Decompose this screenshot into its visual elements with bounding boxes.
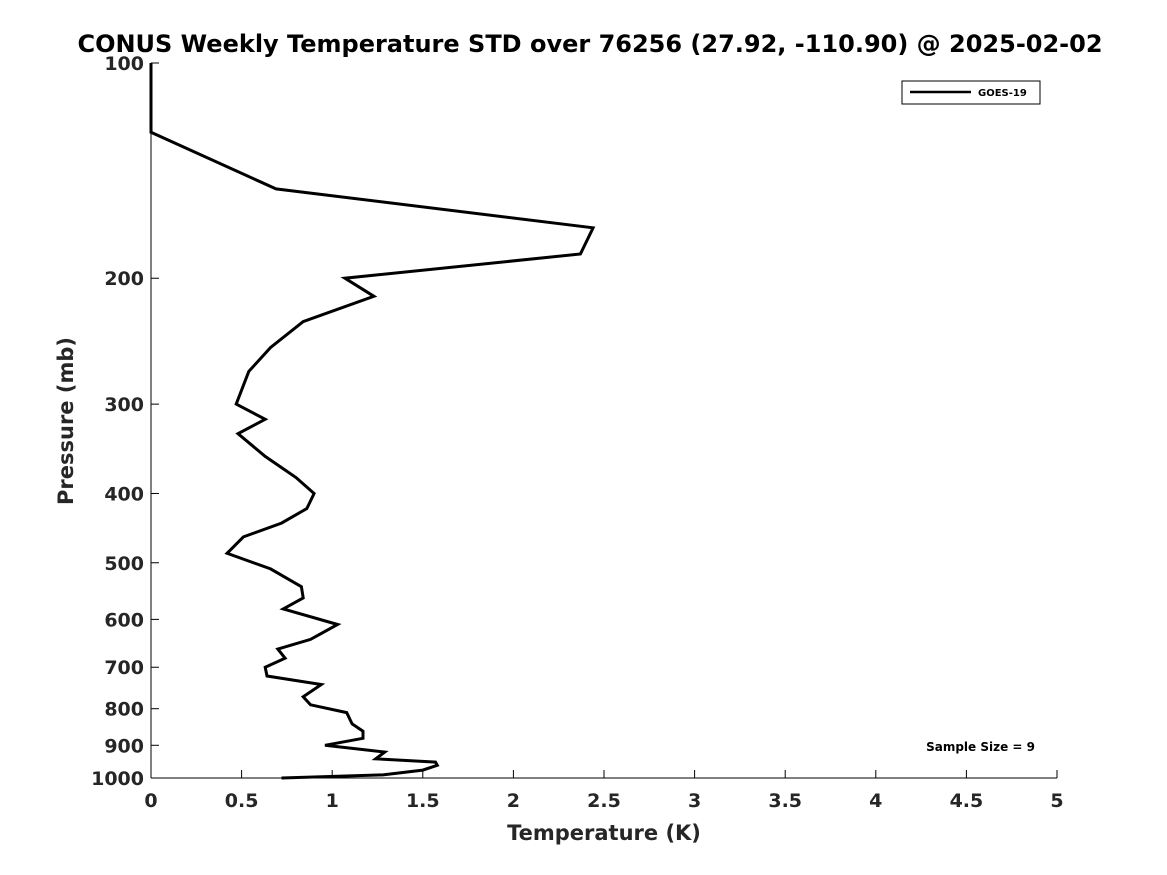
x-tick-label: 2 xyxy=(507,790,520,812)
y-tick-label: 400 xyxy=(104,483,144,505)
y-tick-label: 300 xyxy=(104,394,144,416)
y-tick-label: 900 xyxy=(104,735,144,757)
y-axis-label: Pressure (mb) xyxy=(54,337,78,505)
y-tick-label: 500 xyxy=(104,553,144,575)
y-tick-label: 600 xyxy=(104,609,144,631)
sample-size-annotation: Sample Size = 9 xyxy=(926,740,1035,754)
y-tick-label: 100 xyxy=(104,53,144,75)
series-line-goes-19 xyxy=(149,63,596,780)
plot-area xyxy=(150,63,1057,779)
x-tick-label: 1 xyxy=(326,790,339,812)
y-ticks: 100 200 300 400 500 600 700 800 900 1000 xyxy=(91,53,159,790)
chart-title: CONUS Weekly Temperature STD over 76256 … xyxy=(77,30,1102,58)
x-tick-label: 4 xyxy=(869,790,882,812)
y-tick-label: 200 xyxy=(104,268,144,290)
y-tick-label: 800 xyxy=(104,699,144,721)
legend-label-goes-19: GOES-19 xyxy=(978,88,1027,99)
x-tick-label: 1.5 xyxy=(406,790,440,812)
x-tick-label: 4.5 xyxy=(950,790,984,812)
x-tick-label: 0.5 xyxy=(225,790,259,812)
y-tick-label: 700 xyxy=(104,657,144,679)
x-axis-label: Temperature (K) xyxy=(507,821,701,845)
legend: GOES-19 xyxy=(901,80,1041,105)
y-tick-label: 1000 xyxy=(91,768,144,790)
x-tick-label: 2.5 xyxy=(587,790,621,812)
series-layer xyxy=(149,63,596,780)
x-ticks: 0 0.5 1 1.5 2 2.5 3 3.5 4 4.5 5 xyxy=(144,770,1064,812)
x-tick-label: 3.5 xyxy=(768,790,802,812)
x-tick-label: 0 xyxy=(144,790,157,812)
x-tick-label: 3 xyxy=(688,790,701,812)
x-tick-label: 5 xyxy=(1050,790,1063,812)
